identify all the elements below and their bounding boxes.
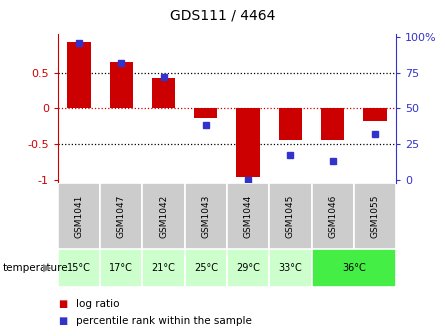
Bar — [236, 108, 260, 177]
Bar — [58, 183, 100, 249]
Bar — [58, 249, 100, 287]
Text: ■: ■ — [58, 316, 67, 326]
Bar — [109, 62, 133, 108]
Bar — [279, 108, 302, 140]
Bar — [185, 183, 227, 249]
Text: GSM1043: GSM1043 — [201, 194, 210, 238]
Bar — [142, 249, 185, 287]
Text: log ratio: log ratio — [76, 299, 119, 309]
Bar — [354, 183, 396, 249]
Text: GSM1055: GSM1055 — [370, 194, 380, 238]
Bar — [312, 249, 396, 287]
Text: GSM1047: GSM1047 — [117, 194, 126, 238]
Text: 25°C: 25°C — [194, 263, 218, 273]
Text: temperature: temperature — [2, 263, 68, 273]
Text: ■: ■ — [58, 299, 67, 309]
Text: ▶: ▶ — [42, 263, 51, 273]
Text: GSM1045: GSM1045 — [286, 194, 295, 238]
Text: GSM1041: GSM1041 — [74, 194, 84, 238]
Text: GSM1044: GSM1044 — [243, 194, 253, 238]
Bar — [227, 249, 269, 287]
Bar — [142, 183, 185, 249]
Bar — [67, 42, 91, 108]
Bar — [269, 183, 311, 249]
Text: 17°C: 17°C — [109, 263, 133, 273]
Bar — [227, 183, 269, 249]
Text: 36°C: 36°C — [342, 263, 366, 273]
Bar — [194, 108, 218, 118]
Bar — [363, 108, 387, 121]
Text: GSM1042: GSM1042 — [159, 194, 168, 238]
Text: GSM1046: GSM1046 — [328, 194, 337, 238]
Bar — [269, 249, 311, 287]
Text: 33°C: 33°C — [279, 263, 302, 273]
Text: 21°C: 21°C — [152, 263, 175, 273]
Text: GDS111 / 4464: GDS111 / 4464 — [170, 8, 275, 22]
Bar — [321, 108, 344, 140]
Bar — [100, 183, 142, 249]
Text: 29°C: 29°C — [236, 263, 260, 273]
Bar — [312, 183, 354, 249]
Bar — [100, 249, 142, 287]
Bar — [185, 249, 227, 287]
Bar — [152, 78, 175, 108]
Text: percentile rank within the sample: percentile rank within the sample — [76, 316, 251, 326]
Text: 15°C: 15°C — [67, 263, 91, 273]
